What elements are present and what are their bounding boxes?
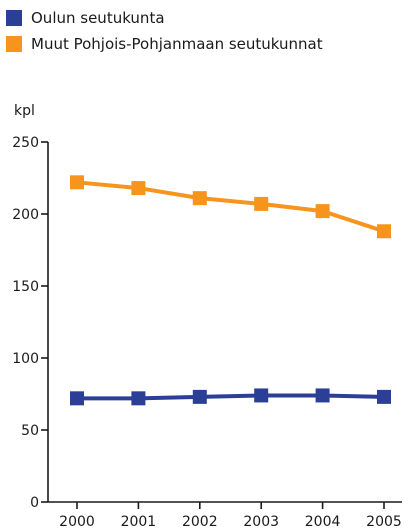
series-1-point xyxy=(377,224,391,239)
series-0-point xyxy=(192,389,207,404)
x-tick-label: 2002 xyxy=(182,514,218,530)
legend-swatch-muut-seutukunnat xyxy=(6,36,22,52)
y-tick-label: 100 xyxy=(12,351,39,367)
series-line-1 xyxy=(76,180,385,234)
y-tick-label: 150 xyxy=(12,279,39,295)
chart-legend: Oulun seutukunta Muut Pohjois-Pohjanmaan… xyxy=(6,6,323,58)
y-tick-label: 50 xyxy=(21,423,39,439)
series-0-point xyxy=(377,389,391,404)
legend-label-oulun-seutukunta: Oulun seutukunta xyxy=(31,9,165,27)
y-tick-label: 250 xyxy=(12,135,39,151)
series-0-point xyxy=(131,391,146,406)
x-tick-label: 2005 xyxy=(366,514,402,530)
series-1-point xyxy=(70,175,84,190)
x-tick-label: 2004 xyxy=(305,514,341,530)
series-line-0 xyxy=(77,393,385,401)
legend-item-muut-seutukunnat: Muut Pohjois-Pohjanmaan seutukunnat xyxy=(6,32,323,56)
y-tick-label: 200 xyxy=(12,207,39,223)
series-0-point xyxy=(254,388,269,403)
legend-item-oulun-seutukunta: Oulun seutukunta xyxy=(6,6,323,30)
series-0-point xyxy=(70,391,84,406)
y-axis-unit-label: kpl xyxy=(14,103,35,119)
legend-label-muut-seutukunnat: Muut Pohjois-Pohjanmaan seutukunnat xyxy=(31,35,323,53)
series-1-point xyxy=(192,191,207,206)
x-tick-label: 2003 xyxy=(243,514,279,530)
legend-swatch-oulun-seutukunta xyxy=(6,10,22,26)
series-1-point xyxy=(254,196,269,211)
series-1-point xyxy=(315,204,330,219)
x-tick-label: 2001 xyxy=(121,514,157,530)
x-tick-label: 2000 xyxy=(59,514,95,530)
series-0-point xyxy=(315,388,330,403)
y-tick-label: 0 xyxy=(30,495,39,511)
series-1-point xyxy=(131,181,146,196)
